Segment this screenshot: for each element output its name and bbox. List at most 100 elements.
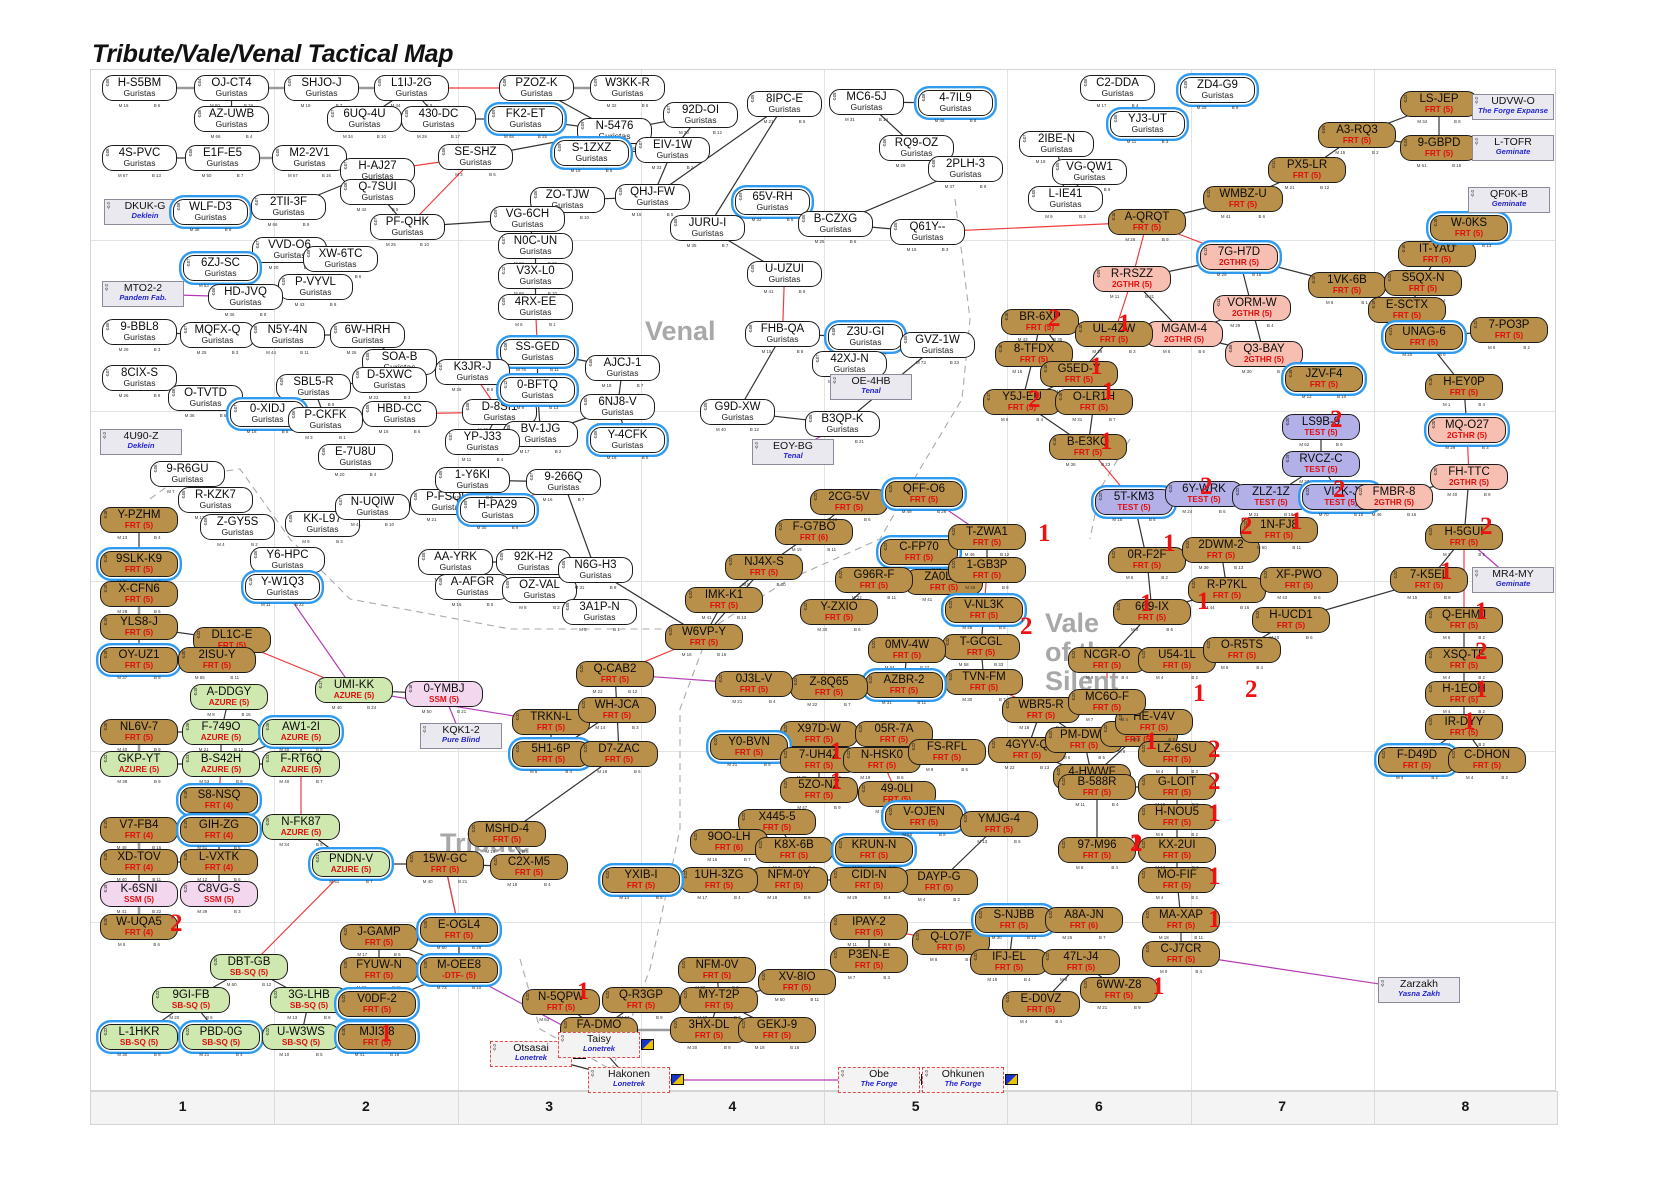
system-node-cidi-n[interactable]: -0.22 CIDI-N FRT (5) M 29 B 4: [830, 867, 908, 900]
system-node-gekj-9[interactable]: -0.22 GEKJ-9 FRT (5) M 18 B 16: [738, 1017, 816, 1050]
system-node-az-uwb[interactable]: -0.08 AZ-UWB Guristas M 66 B 4: [194, 106, 269, 139]
system-node-t-zwa1[interactable]: -0.22 T-ZWA1 FRT (5) M 46 B 12: [948, 524, 1026, 557]
system-node-y-w1q3[interactable]: -0.16 Y-W1Q3 Guristas M 11 B 22: [245, 574, 320, 607]
system-node-fmbr-8[interactable]: -0.22 FMBR-8 2GTHR (5) M 46 B 16: [1355, 484, 1433, 517]
system-node-px5-lr[interactable]: -0.11 PX5-LR FRT (5) M 21 B 12: [1268, 157, 1346, 190]
system-node-ymjg-4[interactable]: -0.22 YMJG-4 FRT (5) M 13 B 6: [960, 811, 1038, 844]
system-node-rvcz-c[interactable]: -0.19 RVCZ-C TEST (5) M 27 B 8: [1282, 451, 1360, 484]
region-gateway-l-tofr[interactable]: -0.0 L-TOFR Geminate: [1472, 135, 1554, 161]
region-gateway-oe-4hb[interactable]: -0.0 OE-4HB Tenal: [830, 374, 912, 400]
region-gateway-hakonen[interactable]: -0.0 Hakonen Lonetrek: [588, 1067, 670, 1093]
system-node-g9d-xw[interactable]: -0.05 G9D-XW Guristas M 40 B 12: [700, 399, 775, 432]
system-node-t-gcgl[interactable]: -0.22 T-GCGL FRT (5) M 58 B 33: [942, 634, 1020, 667]
system-node-q-7sui[interactable]: -0.08 Q-7SUI Guristas M 42 B 5: [340, 179, 415, 212]
system-node-m-oee8[interactable]: -0.20 M-OEE8 -DTF- (5) M 73 B 10: [420, 957, 498, 990]
system-node-d-5xwc[interactable]: -0.06 D-5XWC Guristas M 22 B 3: [352, 367, 427, 400]
system-node-c2x-m5[interactable]: -0.22 C2X-M5 FRT (5) M 18 B 4: [490, 854, 568, 887]
system-node-v7-fb4[interactable]: -0.19 V7-FB4 FRT (4) M 48 B 16: [100, 817, 178, 850]
system-node-ipay-2[interactable]: -0.22 IPAY-2 FRT (5) M 11 B 6: [830, 914, 908, 947]
system-node-e-7u8u[interactable]: -0.06 E-7U8U Guristas M 20 B 4: [318, 444, 393, 477]
system-node-wmbz-u[interactable]: -0.12 WMBZ-U FRT (5) M 41 B 6: [1203, 186, 1283, 219]
system-node-b-czxg[interactable]: -0.06 B-CZXG Guristas M 25 B 6: [798, 211, 873, 244]
system-node-trkn-l[interactable]: -0.22 TRKN-L FRT (5) M 20 B 6: [512, 709, 590, 742]
system-node-o-lr1h[interactable]: -0.15 O-LR1H FRT (5) M 31 B 7: [1055, 389, 1133, 422]
region-gateway-4u90-z[interactable]: -0.0 4U90-Z Deklein: [100, 429, 182, 455]
system-node-oy-uz1[interactable]: -0.15 OY-UZ1 FRT (5) M 37 B 9: [100, 647, 178, 680]
region-gateway-kqk1-2[interactable]: -0.0 KQK1-2 Pure Blind: [420, 723, 502, 749]
system-node-6ww-z8[interactable]: -0.22 6WW-Z8 FRT (5) M 21 B 9: [1080, 977, 1158, 1010]
system-node-s-njbb[interactable]: -0.22 S-NJBB FRT (5) M 30 B 12: [975, 907, 1053, 940]
system-node-j-gamp[interactable]: -0.22 J-GAMP FRT (5) M 17 B 5: [340, 924, 418, 957]
system-node-p-vyvl[interactable]: -0.09 P-VYVL Guristas M 43 B 9: [278, 274, 353, 307]
system-node-h-ucd1[interactable]: -0.22 H-UCD1 FRT (5) M 10 B 6: [1252, 607, 1330, 640]
system-node-6uq-4u[interactable]: -0.07 6UQ-4U Guristas M 34 B 10: [327, 106, 402, 139]
system-node-v-ojen[interactable]: -0.22 V-OJEN FRT (5) M 56 B 8: [885, 804, 963, 837]
region-gateway-obe[interactable]: -0.0 Obe The Forge: [838, 1067, 920, 1093]
system-node-q61y-[interactable]: -0.05 Q61Y-- Guristas M 15 B 3: [890, 219, 965, 252]
system-node-juru-i[interactable]: -0.05 JURU-I Guristas M 35 B 7: [670, 215, 745, 248]
system-node-v-nl3k[interactable]: -0.22 V-NL3K FRT (5) M 48 B 5: [945, 597, 1023, 630]
region-gateway-mto2-2[interactable]: -0.0 MTO2-2 Pandem Fab.: [102, 281, 184, 307]
region-gateway-udvw-o[interactable]: -0.0 UDVW-O The Forge Expanse: [1472, 94, 1554, 120]
system-node-yj3-ut[interactable]: -0.06 YJ3-UT Guristas M 11 B 3: [1110, 111, 1185, 144]
system-node-w6vp-y[interactable]: -0.22 W6VP-Y FRT (5) M 16 B 16: [665, 624, 743, 657]
system-node-zlz-1z[interactable]: -0.22 ZLZ-1Z TEST (5) M 21 B 18: [1232, 484, 1310, 517]
system-node-1n-fj8[interactable]: -0.22 1N-FJ8 FRT (5) M 60 B 11: [1240, 517, 1318, 550]
system-node-9-266q[interactable]: -0.07 9-266Q Guristas M 16 B 7: [526, 469, 601, 502]
system-node-8cix-s[interactable]: -0.07 8CIX-S Guristas M 26 B 9: [102, 365, 177, 398]
system-node-u-w3ws[interactable]: -0.22 U-W3WS SB-SQ (5) M 10 B 5: [262, 1024, 340, 1057]
system-node-430-dc[interactable]: -0.05 430-DC Guristas M 29 B 17: [401, 106, 476, 139]
system-node-92d-oi[interactable]: -0.07 92D-OI Guristas M 30 B 12: [663, 102, 738, 135]
system-node-gkp-yt[interactable]: -0.22 GKP-YT AZURE (5) M 38 B 9: [100, 751, 178, 784]
system-node-1uh-3zg[interactable]: -0.22 1UH-3ZG FRT (5) M 17 B 4: [680, 867, 758, 900]
system-node-u-uzui[interactable]: -0.05 U-UZUI Guristas M 41 B 8: [747, 261, 822, 294]
system-node-mji3-8[interactable]: -0.20 MJI3-8 FRT (5) M 41 B 16: [338, 1024, 416, 1057]
system-node-tvn-fm[interactable]: -0.22 TVN-FM FRT (5) M 30 B 7: [945, 669, 1023, 702]
system-node-xv-8io[interactable]: -0.22 XV-8IO FRT (5) M 60 B 11: [758, 969, 836, 1002]
system-node-n5y-4n[interactable]: -0.08 N5Y-4N Guristas M 44 B 11: [250, 322, 325, 355]
system-node-s-1zxz[interactable]: -0.09 S-1ZXZ Guristas M 19 B 5: [554, 140, 629, 173]
system-node-pndn-v[interactable]: -0.21 PNDN-V AZURE (5) M 51 B 7: [312, 851, 390, 884]
system-node-1-gb3p[interactable]: -0.22 1-GB3P FRT (5) M 46 B 8: [948, 557, 1026, 590]
system-node-0mv-4w[interactable]: -0.22 0MV-4W FRT (5) M 64 B 27: [868, 637, 946, 670]
region-gateway-ohkunen[interactable]: -0.0 Ohkunen The Forge: [922, 1067, 1004, 1093]
system-node-9gi-fb[interactable]: -0.22 9GI-FB SB-SQ (5) M 20 B 6: [152, 987, 230, 1020]
system-node-mshd-4[interactable]: -0.22 MSHD-4 FRT (5) M 14 B 8: [468, 821, 546, 854]
system-node-c8vg-s[interactable]: -0.22 C8VG-S SSM (5) M 39 B 3: [180, 881, 258, 914]
system-node-y-zxio[interactable]: -0.22 Y-ZXIO FRT (5) M 30 B 6: [800, 599, 878, 632]
region-gateway-taisy[interactable]: -0.0 Taisy Lonetrek: [558, 1032, 640, 1058]
system-node-a3-rq3[interactable]: -0.09 A3-RQ3 FRT (5) M 15 B 2: [1318, 122, 1396, 155]
system-node-h-s5bm[interactable]: -0.06 H-S5BM Guristas M 16 B 6: [102, 75, 177, 108]
system-node-2tii-3f[interactable]: -0.07 2TII-3F Guristas M 66 B 9: [251, 194, 326, 227]
system-node-xd-tov[interactable]: -0.20 XD-TOV FRT (4) M 40 B 11: [100, 849, 178, 882]
system-node-ifj-el[interactable]: -0.22 IFJ-EL FRT (5) M 18 B 4: [970, 949, 1048, 982]
system-node-9-gbpd[interactable]: -0.24 9-GBPD FRT (5) M 61 B 15: [1400, 135, 1478, 168]
